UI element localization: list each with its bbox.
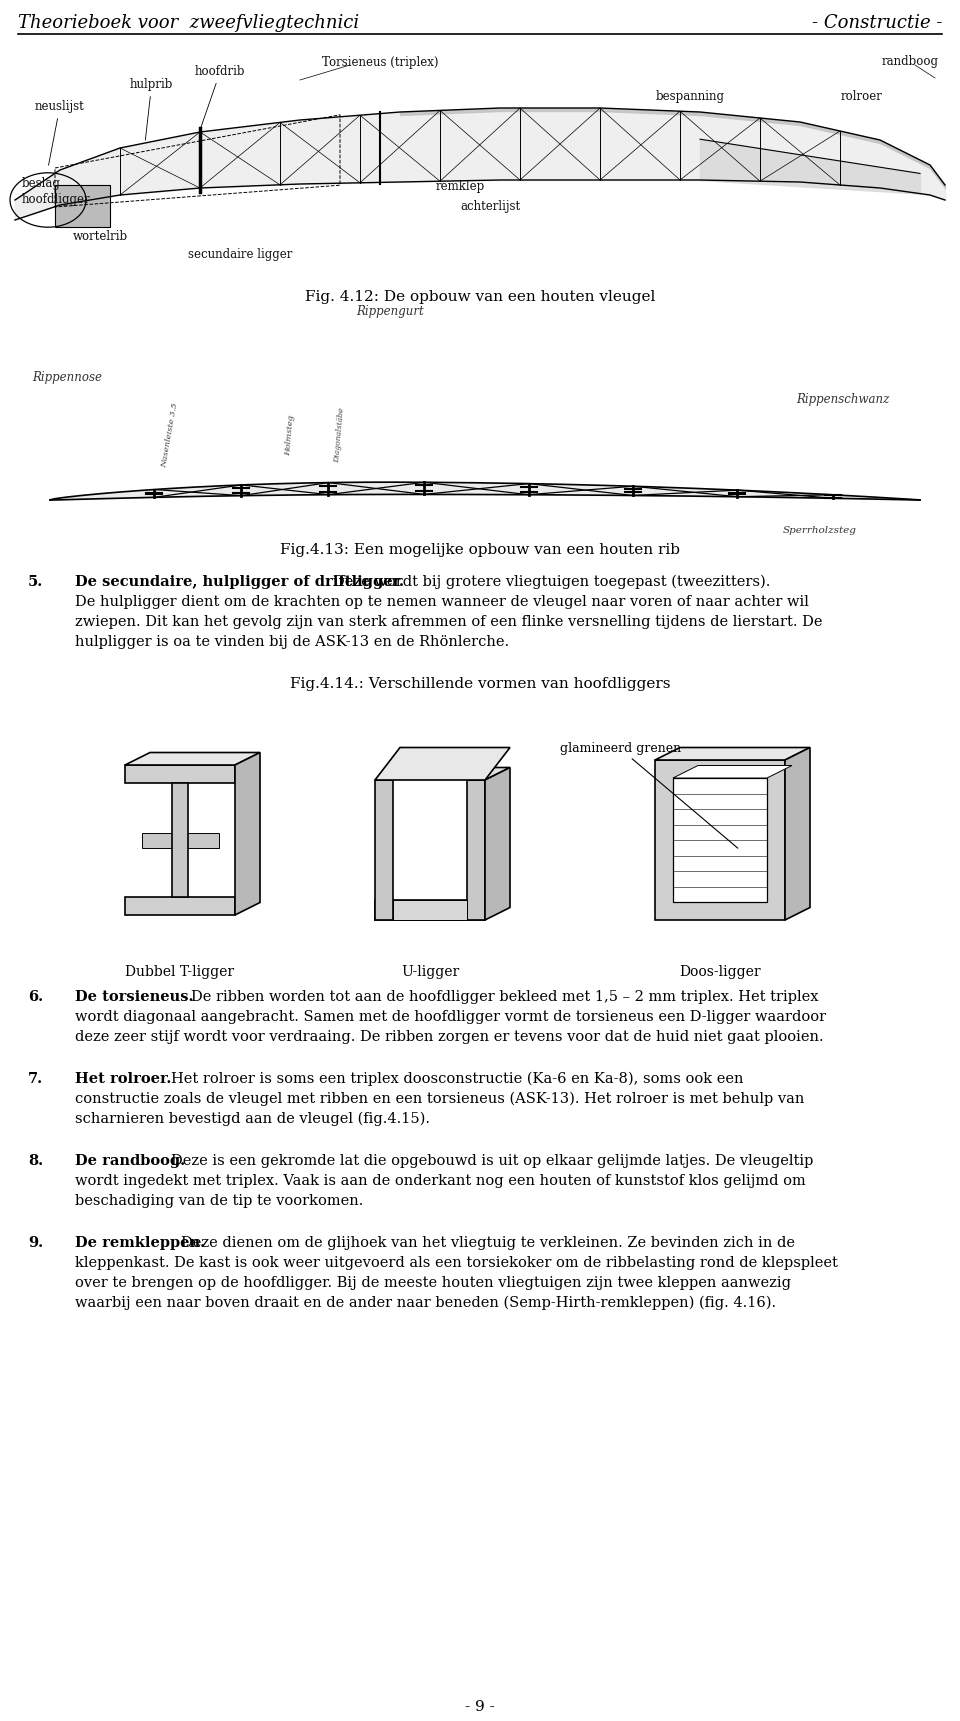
Text: Diagonalstäbe: Diagonalstäbe	[334, 408, 347, 463]
Bar	[55, 184, 110, 227]
Text: glamineerd grenen: glamineerd grenen	[560, 742, 682, 756]
Polygon shape	[125, 752, 260, 766]
Bar	[172, 783, 188, 897]
Text: Fig.4.13: Een mogelijke opbouw van een houten rib: Fig.4.13: Een mogelijke opbouw van een h…	[280, 544, 680, 558]
Text: constructie zoals de vleugel met ribben en een torsieneus (ASK-13). Het rolroer : constructie zoals de vleugel met ribben …	[75, 1093, 804, 1107]
Text: wordt diagonaal aangebracht. Samen met de hoofdligger vormt de torsieneus een D-: wordt diagonaal aangebracht. Samen met d…	[75, 1010, 827, 1024]
Text: Deze wordt bij grotere vliegtuigen toegepast (tweezitters).: Deze wordt bij grotere vliegtuigen toege…	[333, 575, 770, 589]
Text: Het rolroer is soms een triplex doosconstructie (Ka-6 en Ka-8), soms ook een: Het rolroer is soms een triplex dooscons…	[171, 1072, 743, 1086]
Bar	[673, 778, 767, 902]
Polygon shape	[375, 768, 418, 780]
Text: - 9 -: - 9 -	[466, 1700, 494, 1714]
Text: over te brengen op de hoofdligger. Bij de meeste houten vliegtuigen zijn twee kl: over te brengen op de hoofdligger. Bij d…	[75, 1275, 791, 1291]
Polygon shape	[141, 833, 219, 847]
Polygon shape	[673, 766, 792, 778]
Bar	[375, 780, 393, 921]
Text: 9.: 9.	[28, 1236, 43, 1249]
Text: 7.: 7.	[28, 1072, 43, 1086]
Text: deze zeer stijf wordt voor verdraaing. De ribben zorgen er tevens voor dat de hu: deze zeer stijf wordt voor verdraaing. D…	[75, 1029, 824, 1045]
Text: wortelrib: wortelrib	[72, 231, 128, 243]
Text: Holmsteg: Holmsteg	[284, 415, 296, 456]
Text: Theorieboek voor  zweefvliegtechnici: Theorieboek voor zweefvliegtechnici	[18, 14, 359, 33]
Text: Doos-ligger: Doos-ligger	[679, 965, 761, 979]
Text: De hulpligger dient om de krachten op te nemen wanneer de vleugel naar voren of : De hulpligger dient om de krachten op te…	[75, 595, 809, 609]
Text: rolroer: rolroer	[841, 89, 883, 103]
Polygon shape	[655, 747, 810, 761]
Polygon shape	[125, 766, 235, 783]
Text: remklep: remklep	[436, 181, 485, 193]
Bar	[467, 780, 485, 921]
Polygon shape	[375, 747, 510, 780]
Text: U-ligger: U-ligger	[401, 965, 459, 979]
Text: bespanning: bespanning	[656, 89, 725, 103]
Text: Sperrholzsteg: Sperrholzsteg	[783, 527, 857, 535]
Polygon shape	[125, 897, 235, 916]
Text: achterlijst: achterlijst	[460, 200, 520, 213]
Text: beslag: beslag	[22, 177, 60, 191]
Text: Nasenleiste 3.5: Nasenleiste 3.5	[160, 403, 180, 468]
Text: hoofdligger: hoofdligger	[22, 193, 90, 207]
Text: De ribben worden tot aan de hoofdligger bekleed met 1,5 – 2 mm triplex. Het trip: De ribben worden tot aan de hoofdligger …	[191, 990, 819, 1003]
Text: hulpligger is oa te vinden bij de ASK-13 en de Rhönlerche.: hulpligger is oa te vinden bij de ASK-13…	[75, 635, 509, 649]
Text: randboog: randboog	[881, 55, 939, 69]
Text: hoofdrib: hoofdrib	[195, 65, 246, 127]
Text: hulprib: hulprib	[130, 77, 174, 139]
Text: Rippenschwanz: Rippenschwanz	[797, 394, 890, 406]
Bar	[393, 900, 467, 921]
Text: De secundaire, hulpligger of driftligger.: De secundaire, hulpligger of driftligger…	[75, 575, 404, 589]
Text: De randboog.: De randboog.	[75, 1155, 185, 1169]
Text: 6.: 6.	[28, 990, 43, 1003]
Text: De torsieneus.: De torsieneus.	[75, 990, 194, 1003]
Text: beschadiging van de tip te voorkomen.: beschadiging van de tip te voorkomen.	[75, 1194, 364, 1208]
Text: Het rolroer.: Het rolroer.	[75, 1072, 172, 1086]
Text: zwiepen. Dit kan het gevolg zijn van sterk afremmen of een flinke versnelling ti: zwiepen. Dit kan het gevolg zijn van ste…	[75, 614, 823, 628]
Text: Rippengurt: Rippengurt	[356, 305, 424, 318]
Polygon shape	[375, 900, 485, 921]
Text: wordt ingedekt met triplex. Vaak is aan de onderkant nog een houten of kunststof: wordt ingedekt met triplex. Vaak is aan …	[75, 1174, 805, 1187]
Text: De remkleppen.: De remkleppen.	[75, 1236, 205, 1249]
Text: Dubbel T-ligger: Dubbel T-ligger	[126, 965, 234, 979]
Text: Torsieneus (triplex): Torsieneus (triplex)	[322, 57, 439, 69]
Text: 5.: 5.	[28, 575, 43, 589]
Text: Deze dienen om de glijhoek van het vliegtuig te verkleinen. Ze bevinden zich in : Deze dienen om de glijhoek van het vlieg…	[181, 1236, 795, 1249]
Text: scharnieren bevestigd aan de vleugel (fig.4.15).: scharnieren bevestigd aan de vleugel (fi…	[75, 1112, 430, 1126]
Polygon shape	[235, 752, 260, 916]
Bar	[655, 761, 785, 921]
Text: - Constructie -: - Constructie -	[811, 14, 942, 33]
Polygon shape	[785, 747, 810, 921]
Text: 8.: 8.	[28, 1155, 43, 1169]
Polygon shape	[467, 768, 510, 780]
Polygon shape	[485, 768, 510, 921]
Text: waarbij een naar boven draait en de ander naar beneden (Semp-Hirth-remkleppen) (: waarbij een naar boven draait en de ande…	[75, 1296, 776, 1310]
Text: secundaire ligger: secundaire ligger	[188, 248, 292, 262]
Text: neuslijst: neuslijst	[35, 100, 84, 165]
Text: Deze is een gekromde lat die opgebouwd is uit op elkaar gelijmde latjes. De vleu: Deze is een gekromde lat die opgebouwd i…	[171, 1155, 813, 1169]
Text: Fig. 4.12: De opbouw van een houten vleugel: Fig. 4.12: De opbouw van een houten vleu…	[305, 291, 655, 305]
Text: Fig.4.14.: Verschillende vormen van hoofdliggers: Fig.4.14.: Verschillende vormen van hoof…	[290, 676, 670, 692]
Text: Rippennose: Rippennose	[32, 372, 102, 384]
Text: kleppenkast. De kast is ook weer uitgevoerd als een torsiekoker om de ribbelasti: kleppenkast. De kast is ook weer uitgevo…	[75, 1256, 838, 1270]
